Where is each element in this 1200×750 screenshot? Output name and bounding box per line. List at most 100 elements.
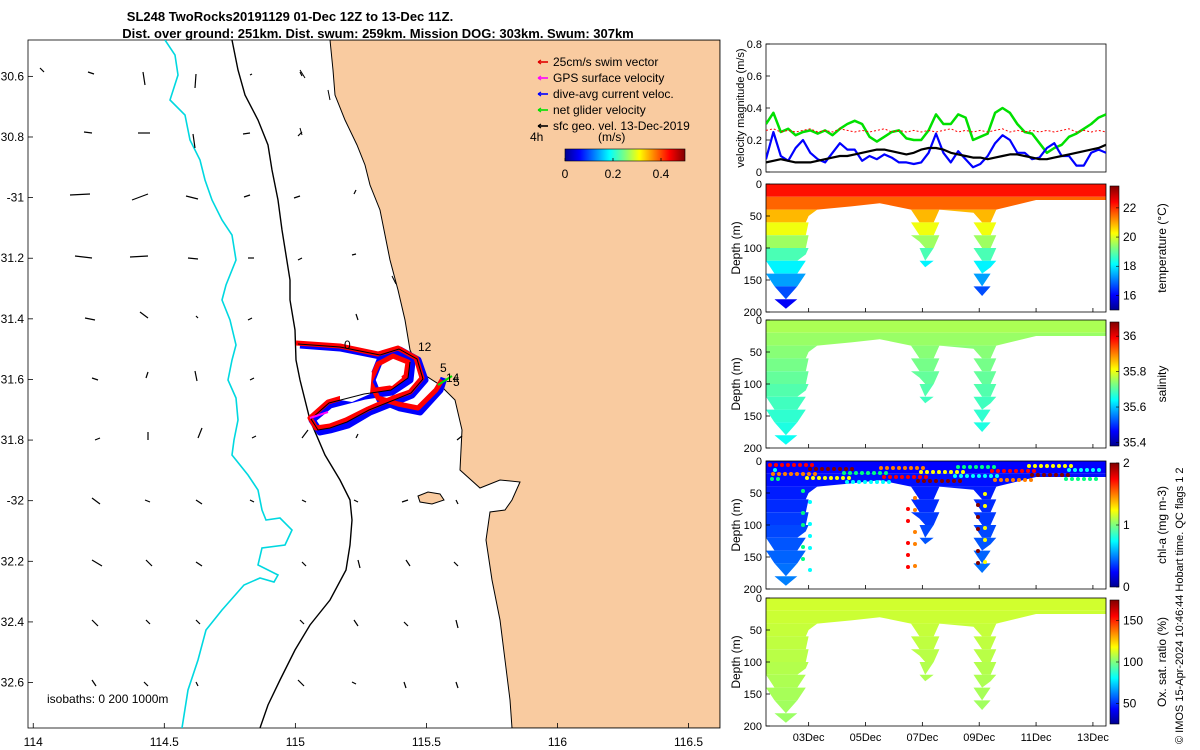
- chl-sample-dot: [829, 476, 833, 480]
- chl-sample-dot: [976, 515, 980, 519]
- chl-sample-dot: [783, 472, 787, 476]
- chl-sample-dot: [1067, 468, 1071, 472]
- chl-sample-dot: [845, 480, 849, 484]
- chl-sample-dot: [940, 479, 944, 483]
- chl-sample-dot: [906, 553, 910, 557]
- chl-sample-dot: [955, 470, 959, 474]
- chl-sample-dot: [860, 471, 864, 475]
- chl-sample-dot: [937, 470, 941, 474]
- legend-label: GPS surface velocity: [553, 71, 664, 85]
- map-y-tick-label: 31.4: [1, 312, 25, 326]
- profile-colorbar-tick-label: 16: [1123, 288, 1137, 302]
- profile-colorbar: [1109, 321, 1120, 447]
- chl-sample-dot: [986, 465, 990, 469]
- figure-title-line2: Dist. over ground: 251km. Dist. swum: 25…: [122, 26, 634, 41]
- chl-sample-dot: [851, 480, 855, 484]
- profile-band: [766, 525, 1106, 538]
- profile-ylabel: Depth (m): [729, 498, 743, 551]
- chl-sample-dot: [912, 475, 916, 479]
- profile-band: [766, 598, 1106, 611]
- chl-sample-dot: [989, 474, 993, 478]
- profile-colorbar-label: temperature (°C): [1155, 203, 1169, 293]
- chl-sample-dot: [1005, 478, 1009, 482]
- profile-band: [766, 273, 1106, 287]
- chl-sample-dot: [863, 480, 867, 484]
- profile-colorbar-label: chl-a (mg m-3): [1155, 486, 1169, 564]
- profile-band: [766, 371, 1106, 384]
- chl-sample-dot: [906, 541, 910, 545]
- chl-sample-dot: [999, 478, 1003, 482]
- chl-sample-dot: [1066, 473, 1070, 477]
- colorbar-tick-label: 0: [562, 167, 569, 181]
- profile-y-tick-label: 50: [750, 347, 762, 359]
- profile-colorbar: [1109, 185, 1120, 311]
- profile-y-tick-label: 200: [744, 443, 762, 455]
- chl-sample-dot: [1085, 468, 1089, 472]
- chl-sample-dot: [913, 496, 917, 500]
- chl-sample-dot: [980, 465, 984, 469]
- profile-y-tick-label: 200: [744, 721, 762, 733]
- chl-sample-dot: [996, 469, 1000, 473]
- chl-sample-dot: [820, 467, 824, 471]
- chl-sample-dot: [1054, 473, 1058, 477]
- velocity-series: [766, 106, 1106, 169]
- chl-sample-dot: [913, 508, 917, 512]
- chl-sample-dot: [1023, 478, 1027, 482]
- chl-sample-dot: [885, 466, 889, 470]
- chl-sample-dot: [1042, 473, 1046, 477]
- chl-sample-dot: [823, 476, 827, 480]
- chl-sample-dot: [1048, 473, 1052, 477]
- chl-sample-dot: [814, 467, 818, 471]
- chl-sample-dot: [983, 474, 987, 478]
- chl-sample-dot: [976, 503, 980, 507]
- chl-sample-dot: [879, 466, 883, 470]
- colorbar-tick-label: 0.4: [653, 167, 670, 181]
- chl-sample-dot: [838, 467, 842, 471]
- chl-sample-dot: [789, 472, 793, 476]
- profile-band: [766, 384, 1106, 397]
- chl-sample-dot: [780, 463, 784, 467]
- chl-sample-dot: [770, 477, 774, 481]
- chl-sample-dot: [808, 522, 812, 526]
- chl-sample-dot: [993, 478, 997, 482]
- chl-sample-dot: [1020, 469, 1024, 473]
- profile-x-tick-label: 13Dec: [1077, 732, 1109, 744]
- chl-sample-dot: [878, 471, 882, 475]
- profile-band: [766, 713, 1106, 723]
- chl-sample-dot: [1057, 464, 1061, 468]
- profile-colorbar-tick-label: 2: [1123, 456, 1130, 470]
- profile-band: [766, 260, 1106, 274]
- chl-sample-dot: [826, 467, 830, 471]
- chl-sample-dot: [1088, 477, 1092, 481]
- track-magenta-gps: [309, 411, 329, 419]
- profile-band: [766, 299, 1106, 309]
- chl-sample-dot: [919, 470, 923, 474]
- chl-sample-dot: [801, 557, 805, 561]
- chl-sample-dot: [916, 479, 920, 483]
- velocity-series-line: [766, 128, 1106, 133]
- chl-sample-dot: [881, 480, 885, 484]
- chl-sample-dot: [801, 545, 805, 549]
- chl-sample-dot: [1082, 477, 1086, 481]
- chl-sample-dot: [990, 469, 994, 473]
- profile-y-tick-label: 200: [744, 307, 762, 319]
- chl-sample-dot: [771, 472, 775, 476]
- chl-sample-dot: [983, 538, 987, 542]
- chl-sample-dot: [866, 471, 870, 475]
- profile-colorbar-tick-label: 1: [1123, 518, 1130, 532]
- profile-ylabel: Depth (m): [729, 221, 743, 274]
- chl-sample-dot: [946, 479, 950, 483]
- chl-sample-dot: [1045, 464, 1049, 468]
- chl-sample-dot: [962, 465, 966, 469]
- profile-y-tick-label: 150: [744, 552, 762, 564]
- chl-sample-dot: [918, 475, 922, 479]
- profile-band: [766, 486, 1106, 500]
- chl-sample-dot: [906, 565, 910, 569]
- chl-sample-dot: [1014, 469, 1018, 473]
- map-x-ticks: 114 114.5 115 115.5 116 116.5: [24, 723, 703, 749]
- profile-colorbar-label: Ox. sat. ratio (%): [1155, 617, 1169, 707]
- chl-sample-dot: [1069, 464, 1073, 468]
- chl-sample-dot: [995, 474, 999, 478]
- profile-colorbar-tick-label: 100: [1123, 655, 1143, 669]
